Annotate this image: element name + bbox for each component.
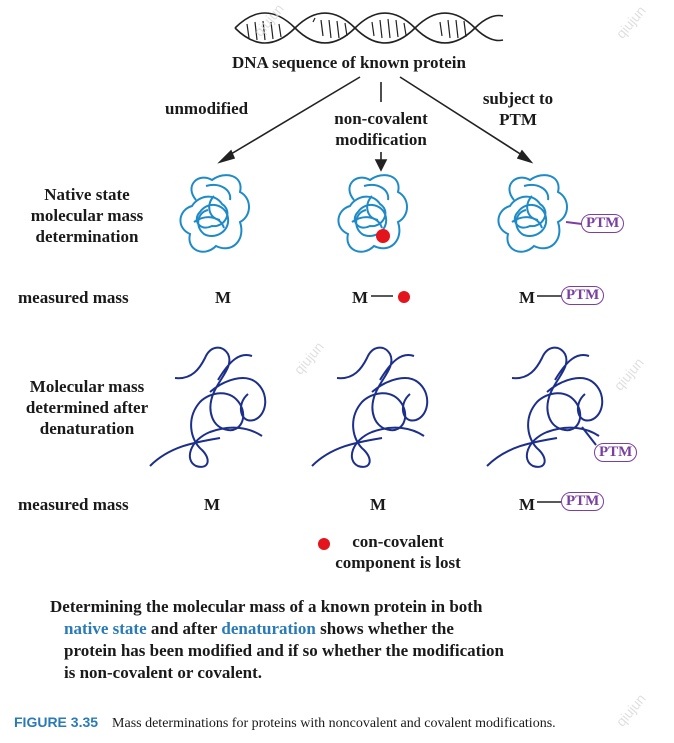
summary-line-3: protein has been modified and if so whet… [64, 641, 504, 660]
ptm-badge-mass-2-label: PTM [561, 492, 605, 511]
mass-denatured-ptm: M [519, 495, 536, 514]
ptm-link-denatured [581, 426, 597, 446]
ptm-badge-denatured-label: PTM [594, 443, 638, 462]
summary-line-1: Determining the molecular mass of a know… [50, 597, 483, 616]
denatured-protein-ptm-icon [486, 346, 604, 468]
row-label-denatured: Molecular mass determined after denatura… [25, 377, 149, 438]
dna-label: DNA sequence of known protein [232, 53, 466, 72]
ptm-badge-native-label: PTM [581, 214, 625, 233]
mass-ligand-dot-icon [398, 290, 410, 308]
mass-denatured-noncovalent: M [370, 495, 387, 514]
connector-lines [371, 295, 561, 503]
native-protein-ptm-icon [497, 174, 583, 253]
ptm-badge-mass-1: PTM [561, 286, 605, 305]
summary-denaturation: denaturation [221, 619, 316, 638]
lost-dot-icon [318, 537, 330, 555]
mass-native-ptm: M [519, 288, 536, 307]
summary-native-state: native state [64, 619, 147, 638]
row-label-native: Native state molecular mass determinatio… [30, 185, 144, 246]
figure-caption-text: Mass determinations for proteins with no… [112, 716, 556, 731]
row-label-measured-2: measured mass [18, 495, 129, 514]
row-label-measured-1: measured mass [18, 288, 129, 307]
ptm-badge-native: PTM [581, 214, 625, 233]
denatured-protein-noncovalent-icon [311, 346, 429, 468]
branch-unmodified-label: unmodified [165, 99, 249, 118]
summary-line-2: native state and after denaturation show… [50, 618, 504, 640]
figure-label: FIGURE 3.35 [14, 714, 99, 730]
figure-caption: FIGURE 3.35 Mass determinations for prot… [14, 714, 556, 732]
ptm-badge-mass-1-label: PTM [561, 286, 605, 305]
branch-ptm-label: subject to PTM [482, 89, 554, 129]
summary-mid: and after [146, 619, 222, 638]
ptm-badge-mass-2: PTM [561, 492, 605, 511]
ptm-badge-denatured: PTM [594, 443, 638, 462]
branch-noncovalent-label: non-covalent modification [334, 109, 428, 149]
mass-denatured-unmodified: M [204, 495, 221, 514]
ligand-dot-icon [376, 229, 390, 243]
dna-helix-icon [234, 12, 504, 44]
mass-native-noncovalent: M [352, 288, 369, 307]
summary-part2: shows whether the [315, 619, 454, 638]
branch-arrows [217, 76, 534, 172]
native-protein-noncovalent-icon [337, 174, 408, 253]
native-protein-unmodified-icon [179, 174, 250, 253]
lost-note: con-covalent component is lost [335, 532, 461, 572]
denatured-protein-unmodified-icon [149, 346, 267, 468]
mass-native-unmodified: M [215, 288, 232, 307]
summary-line-4: is non-covalent or covalent. [64, 663, 263, 682]
summary-paragraph: Determining the molecular mass of a know… [50, 596, 504, 684]
